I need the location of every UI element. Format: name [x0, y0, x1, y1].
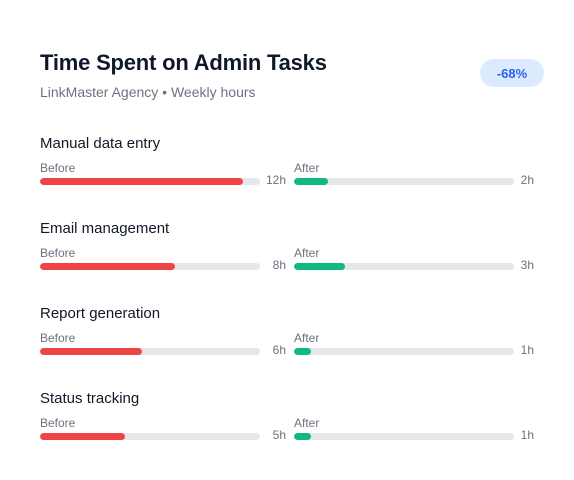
before-track: [40, 433, 260, 440]
task-name: Report generation: [40, 305, 161, 322]
before-track: [40, 348, 260, 355]
before-value: 12h: [265, 173, 286, 187]
after-label: After: [294, 331, 320, 345]
after-column: After 2h: [294, 161, 534, 191]
after-value: 1h: [520, 343, 534, 357]
after-bar: [294, 178, 328, 185]
before-label: Before: [40, 161, 76, 175]
before-column: Before 8h: [40, 246, 286, 276]
before-value: 5h: [272, 428, 286, 442]
task-name: Status tracking: [40, 390, 140, 407]
after-value: 3h: [520, 258, 534, 272]
before-label: Before: [40, 416, 76, 430]
before-label: Before: [40, 331, 76, 345]
after-value: 2h: [520, 173, 534, 187]
after-track: [294, 433, 514, 440]
task-row: Report generation Before 6h After 1h: [40, 305, 540, 365]
before-track: [40, 178, 260, 185]
after-column: After 1h: [294, 416, 534, 446]
task-name: Manual data entry: [40, 135, 161, 152]
after-column: After 1h: [294, 331, 534, 361]
after-track: [294, 263, 514, 270]
before-bar: [40, 178, 244, 185]
after-track: [294, 348, 514, 355]
after-label: After: [294, 246, 320, 260]
task-row: Status tracking Before 5h After 1h: [40, 390, 540, 450]
before-column: Before 12h: [40, 161, 286, 191]
before-track: [40, 263, 260, 270]
before-label: Before: [40, 246, 76, 260]
before-value: 8h: [272, 258, 286, 272]
before-bar: [40, 263, 176, 270]
after-bar: [294, 263, 345, 270]
reduction-badge: -68%: [480, 59, 544, 87]
task-name: Email management: [40, 220, 170, 237]
after-column: After 3h: [294, 246, 534, 276]
card-title: Time Spent on Admin Tasks: [40, 50, 327, 75]
before-value: 6h: [272, 343, 286, 357]
task-row: Email management Before 8h After 3h: [40, 220, 540, 280]
after-bar: [294, 433, 311, 440]
after-label: After: [294, 416, 320, 430]
before-bar: [40, 433, 125, 440]
card-subtitle: LinkMaster Agency • Weekly hours: [40, 84, 256, 100]
before-bar: [40, 348, 142, 355]
before-column: Before 5h: [40, 416, 286, 446]
after-label: After: [294, 161, 320, 175]
task-row: Manual data entry Before 12h After 2h: [40, 135, 540, 195]
after-bar: [294, 348, 311, 355]
after-value: 1h: [520, 428, 534, 442]
after-track: [294, 178, 514, 185]
before-column: Before 6h: [40, 331, 286, 361]
